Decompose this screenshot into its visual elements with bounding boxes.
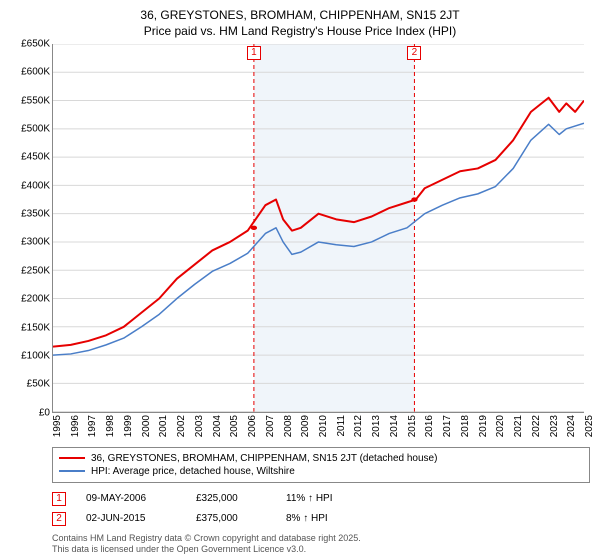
x-tick-label: 2009 [300, 415, 311, 437]
x-tick-label: 2022 [531, 415, 542, 437]
title-line-2: Price paid vs. HM Land Registry's House … [10, 24, 590, 38]
y-tick-label: £250K [21, 265, 50, 276]
x-tick-label: 2023 [549, 415, 560, 437]
x-tick-label: 2005 [229, 415, 240, 437]
chart-title: 36, GREYSTONES, BROMHAM, CHIPPENHAM, SN1… [10, 8, 590, 38]
y-tick-label: £550K [21, 95, 50, 106]
legend-label: 36, GREYSTONES, BROMHAM, CHIPPENHAM, SN1… [91, 453, 437, 464]
sale-flag: 2 [52, 512, 66, 526]
y-tick-label: £50K [27, 379, 50, 390]
x-tick-label: 2002 [176, 415, 187, 437]
chart-marker-flag: 2 [407, 46, 421, 60]
x-tick-label: 2019 [478, 415, 489, 437]
x-tick-label: 2025 [584, 415, 595, 437]
chart-area: £0 £50K £100K £150K £200K £250K £300K £350K £400… [10, 44, 590, 441]
sale-row: 2 02-JUN-2015 £375,000 8% ↑ HPI [52, 509, 590, 529]
plot-svg [53, 44, 584, 412]
legend: 36, GREYSTONES, BROMHAM, CHIPPENHAM, SN1… [52, 447, 590, 483]
footer-attribution: Contains HM Land Registry data © Crown c… [52, 533, 590, 556]
sale-row: 1 09-MAY-2006 £325,000 11% ↑ HPI [52, 489, 590, 509]
y-tick-label: £600K [21, 67, 50, 78]
x-tick-label: 2008 [283, 415, 294, 437]
x-tick-label: 1996 [70, 415, 81, 437]
legend-label: HPI: Average price, detached house, Wilt… [91, 466, 295, 477]
sale-delta: 8% ↑ HPI [286, 513, 328, 524]
title-line-1: 36, GREYSTONES, BROMHAM, CHIPPENHAM, SN1… [10, 8, 590, 22]
x-tick-label: 2014 [389, 415, 400, 437]
plot-region: 12 [52, 44, 584, 413]
y-tick-label: £450K [21, 152, 50, 163]
x-tick-label: 2015 [407, 415, 418, 437]
y-tick-label: £150K [21, 322, 50, 333]
y-tick-label: £100K [21, 350, 50, 361]
x-tick-label: 1998 [105, 415, 116, 437]
x-tick-label: 2011 [336, 415, 347, 437]
footer-line-2: This data is licensed under the Open Gov… [52, 544, 590, 556]
x-tick-label: 2006 [247, 415, 258, 437]
legend-item: 36, GREYSTONES, BROMHAM, CHIPPENHAM, SN1… [59, 452, 583, 465]
y-tick-label: £0 [39, 407, 50, 418]
x-tick-label: 2013 [371, 415, 382, 437]
x-tick-label: 2017 [442, 415, 453, 437]
sale-delta: 11% ↑ HPI [286, 493, 333, 504]
sale-price: £325,000 [196, 493, 266, 504]
chart-marker-flag: 1 [247, 46, 261, 60]
x-tick-label: 2020 [495, 415, 506, 437]
sale-date: 09-MAY-2006 [86, 493, 176, 504]
x-tick-label: 2004 [212, 415, 223, 437]
x-tick-label: 2001 [158, 415, 169, 437]
sale-flag: 1 [52, 492, 66, 506]
y-tick-label: £200K [21, 294, 50, 305]
x-tick-label: 2024 [566, 415, 577, 437]
sale-date: 02-JUN-2015 [86, 513, 176, 524]
y-axis: £0 £50K £100K £150K £200K £250K £300K £350K £400… [10, 44, 52, 441]
sale-price: £375,000 [196, 513, 266, 524]
x-axis: 1995 1996 1997 1998 1999 2000 2001 2002 2003 2004… [52, 413, 584, 441]
x-tick-label: 2000 [141, 415, 152, 437]
y-tick-label: £300K [21, 237, 50, 248]
x-tick-label: 2016 [424, 415, 435, 437]
x-tick-label: 1995 [52, 415, 63, 437]
y-tick-label: £400K [21, 180, 50, 191]
x-tick-label: 2018 [460, 415, 471, 437]
legend-item: HPI: Average price, detached house, Wilt… [59, 465, 583, 478]
footer-line-1: Contains HM Land Registry data © Crown c… [52, 533, 590, 545]
legend-swatch [59, 470, 85, 472]
sales-table: 1 09-MAY-2006 £325,000 11% ↑ HPI 2 02-JUN-201… [52, 489, 590, 529]
x-tick-label: 2007 [265, 415, 276, 437]
y-tick-label: £350K [21, 209, 50, 220]
x-tick-label: 2003 [194, 415, 205, 437]
x-tick-label: 2021 [513, 415, 524, 437]
y-tick-label: £650K [21, 39, 50, 50]
y-tick-label: £500K [21, 124, 50, 135]
x-tick-label: 2012 [353, 415, 364, 437]
x-tick-label: 1999 [123, 415, 134, 437]
legend-swatch [59, 457, 85, 459]
x-tick-label: 1997 [87, 415, 98, 437]
x-tick-label: 2010 [318, 415, 329, 437]
